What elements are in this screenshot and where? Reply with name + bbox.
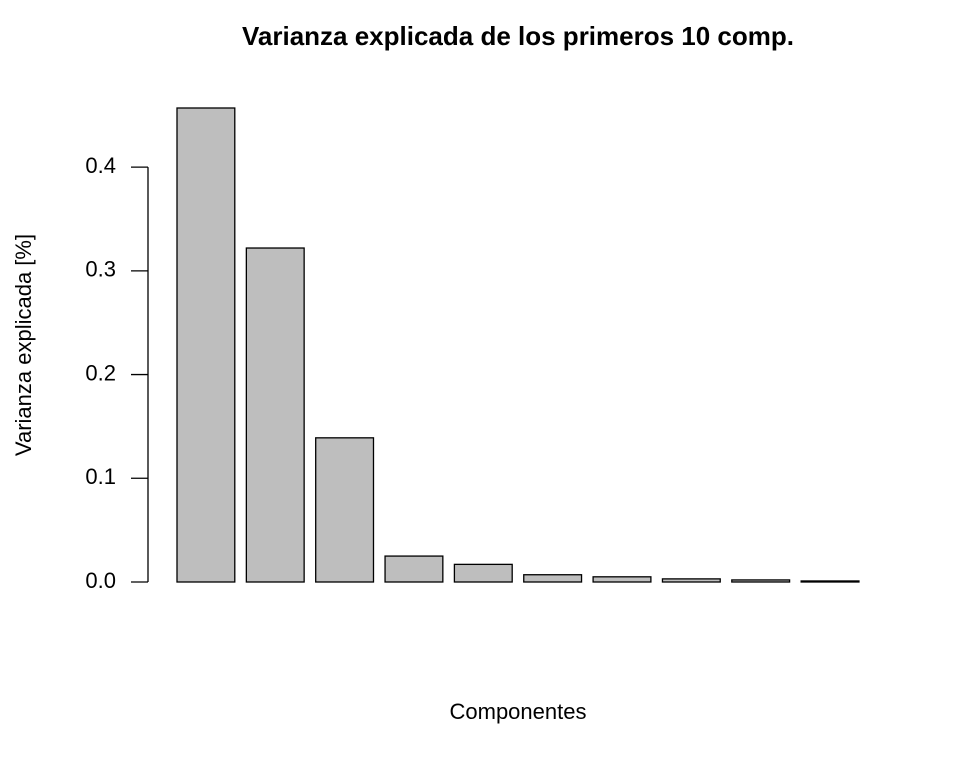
- chart-title: Varianza explicada de los primeros 10 co…: [242, 21, 794, 51]
- y-tick-label: 0.2: [85, 360, 116, 385]
- bar: [800, 580, 860, 583]
- y-tick-label: 0.1: [85, 464, 116, 489]
- bar: [453, 563, 513, 583]
- y-tick-label: 0.3: [85, 257, 116, 282]
- x-axis-title: Componentes: [450, 699, 587, 724]
- bar: [384, 555, 444, 583]
- bar: [592, 576, 652, 583]
- bar: [523, 574, 583, 583]
- bar: [731, 579, 791, 583]
- y-axis-title: Varianza explicada [%]: [11, 234, 36, 456]
- bar: [245, 247, 305, 583]
- y-tick-label: 0.4: [85, 153, 116, 178]
- bar: [176, 107, 236, 583]
- bar: [661, 578, 721, 583]
- y-tick-label: 0.0: [85, 568, 116, 593]
- bar: [315, 437, 375, 583]
